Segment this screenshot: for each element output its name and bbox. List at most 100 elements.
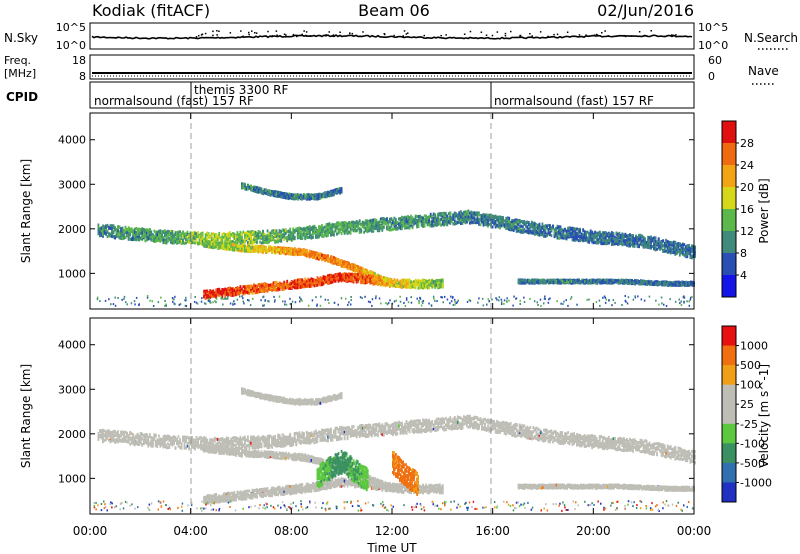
power-cell — [244, 249, 246, 253]
power-cell — [456, 213, 459, 217]
power-cell — [496, 215, 498, 219]
power-cell — [583, 236, 586, 240]
power-cell — [481, 214, 483, 218]
power-cell — [340, 222, 343, 226]
power-cell — [308, 225, 311, 228]
power-cell — [647, 241, 649, 245]
power-cell — [461, 218, 464, 222]
power-cell — [132, 235, 135, 239]
power-cell — [351, 224, 353, 228]
power-cell — [233, 248, 236, 252]
power-cell — [316, 252, 319, 256]
power-cell — [183, 236, 186, 240]
power-cell — [115, 230, 118, 233]
power-cell — [247, 241, 249, 244]
power-cell — [684, 252, 687, 256]
power-cell — [102, 224, 104, 228]
nsearch-point — [504, 32, 507, 35]
power-cell — [179, 238, 181, 241]
power-cell — [367, 229, 370, 233]
power-cell — [521, 230, 524, 234]
power-cell — [594, 230, 597, 234]
power-cell — [583, 230, 586, 234]
power-cell — [263, 236, 266, 240]
power-cell — [484, 213, 486, 217]
power-cell — [218, 236, 221, 240]
power-cell — [458, 215, 461, 219]
power-cell — [411, 224, 414, 228]
power-cell — [321, 229, 323, 233]
power-cell — [97, 231, 100, 234]
power-cell — [213, 245, 216, 249]
power-cell — [447, 212, 450, 216]
power-cell — [502, 216, 504, 220]
power-cell — [369, 225, 372, 229]
power-cell — [340, 227, 343, 231]
power-cell — [176, 234, 178, 238]
power-cell — [215, 245, 218, 249]
power-cell — [185, 232, 187, 236]
power-cell — [100, 229, 103, 233]
power-cell — [343, 262, 346, 266]
power-cell — [298, 230, 301, 234]
power-cell — [127, 235, 130, 239]
power-cell — [266, 241, 269, 244]
power-cell — [594, 240, 597, 244]
power-cell — [99, 227, 101, 231]
power-cell — [325, 223, 328, 226]
power-cell — [556, 235, 559, 239]
power-cell — [262, 250, 264, 254]
power-cell — [308, 252, 311, 256]
power-cell — [248, 233, 251, 236]
power-cell — [502, 221, 504, 225]
power-cell — [257, 232, 260, 236]
power-cell — [102, 234, 104, 238]
power-cell — [164, 229, 166, 233]
power-cell — [414, 215, 417, 219]
power-cell — [325, 229, 328, 233]
nsearch-point — [271, 35, 273, 37]
power-cell — [188, 240, 190, 244]
nsearch-point — [218, 30, 220, 32]
power-cell — [621, 233, 624, 237]
power-cell — [530, 224, 533, 228]
nsearch-point — [624, 35, 627, 38]
power-cell — [268, 234, 270, 238]
power-cell — [367, 222, 370, 226]
power-cell — [361, 221, 364, 225]
power-cell — [591, 240, 594, 244]
power-cell — [354, 224, 356, 228]
nsearch-point — [276, 34, 278, 36]
power-cell — [230, 245, 233, 248]
power-cell — [263, 290, 266, 294]
power-cell — [212, 240, 215, 244]
power-cell — [420, 223, 423, 227]
power-cell — [238, 244, 240, 248]
power-cell — [366, 230, 369, 234]
power-cell — [502, 219, 504, 223]
power-cell — [381, 220, 384, 224]
power-cell — [408, 220, 411, 224]
power-cell — [386, 221, 388, 225]
power-cell — [550, 226, 553, 230]
power-cell — [154, 239, 157, 243]
power-cell — [197, 232, 199, 236]
power-cell — [236, 231, 239, 235]
power-cell — [665, 249, 668, 253]
power-cell — [218, 287, 221, 291]
power-cell — [218, 293, 221, 297]
power-cell — [681, 247, 684, 251]
power-cell — [453, 212, 456, 216]
power-cell — [558, 225, 560, 229]
power-cell — [423, 218, 426, 222]
power-cell — [363, 221, 366, 225]
power-cell — [624, 234, 627, 238]
power-cell — [588, 238, 591, 242]
power-cell — [470, 210, 473, 214]
nsearch-point — [445, 34, 447, 36]
power-cell — [546, 234, 548, 238]
power-cell — [645, 245, 648, 249]
power-cell — [396, 226, 399, 230]
power-cell — [410, 214, 412, 218]
power-cell — [280, 239, 283, 243]
